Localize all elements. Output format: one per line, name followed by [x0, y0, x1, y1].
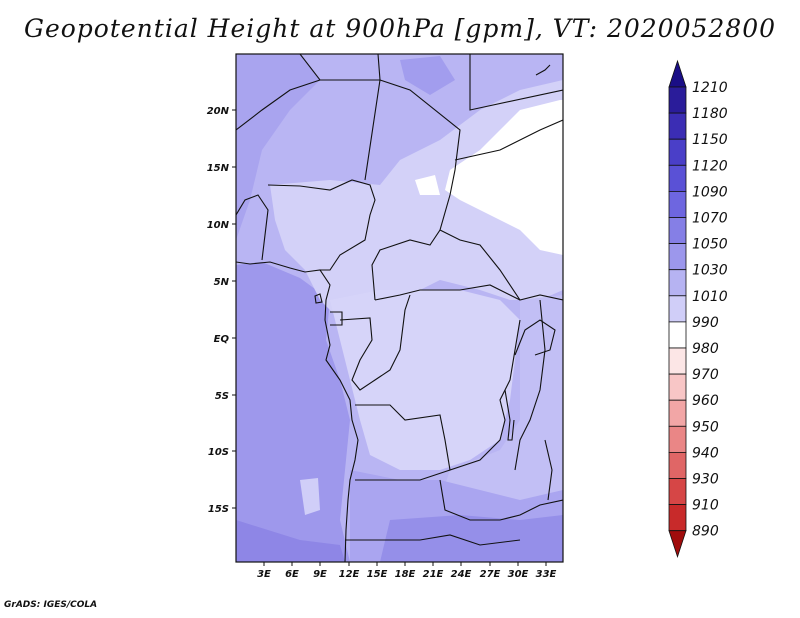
colorbar-label: 930: [692, 472, 719, 488]
lon-label: 24E: [451, 569, 472, 580]
colorbar-label: 1010: [692, 289, 728, 305]
colorbar-swatch: [668, 295, 687, 323]
colorbar-label: 910: [692, 498, 719, 514]
colorbar-label: 950: [692, 419, 719, 435]
border-nigeria: [267, 179, 376, 271]
colorbar-bottom-arrow: [668, 530, 687, 558]
border-west: [236, 194, 269, 261]
colorbar-swatch: [668, 164, 687, 192]
lon-label: 9E: [313, 569, 327, 580]
coastline: [236, 261, 359, 562]
colorbar-swatch: [668, 451, 687, 479]
colorbar-swatch: [668, 243, 687, 271]
field-southwest: [236, 520, 345, 562]
colorbar-swatch: [668, 478, 687, 506]
colorbar-label: 890: [692, 524, 719, 540]
lat-ticks: [232, 109, 236, 509]
border-car-drc: [374, 284, 521, 301]
island-bioko: [314, 293, 323, 304]
credit-text: GrADS: IGES/COLA: [4, 600, 98, 610]
colorbar-swatch: [668, 138, 687, 166]
lon-label: 12E: [339, 569, 360, 580]
colorbar-swatch: [668, 504, 687, 532]
map-borders: [236, 54, 563, 562]
lake-malawi: [544, 439, 553, 501]
lon-label: 21E: [423, 569, 444, 580]
colorbar-label: 1150: [692, 132, 728, 148]
colorbar-swatch: [668, 112, 687, 140]
colorbar-swatch: [668, 347, 687, 375]
field-south-deep: [380, 515, 563, 562]
lat-label: 15S: [208, 504, 229, 515]
border-tanzania: [514, 299, 546, 471]
border-car-sudan: [439, 229, 563, 301]
lon-label: 3E: [257, 569, 271, 580]
field-white-spot: [415, 175, 440, 195]
colorbar-swatch: [668, 217, 687, 245]
lon-label: 30E: [508, 569, 529, 580]
colorbar-label: 960: [692, 393, 719, 409]
colorbar-label: 980: [692, 341, 719, 357]
colorbar-label: 1120: [692, 158, 728, 174]
lat-label: 15N: [207, 163, 230, 174]
lat-label: 10S: [208, 447, 229, 458]
colorbar-swatch: [668, 321, 687, 349]
colorbar-label: 990: [692, 315, 719, 331]
lat-label: 20N: [207, 106, 230, 117]
lon-ticks: [263, 562, 547, 566]
lon-label: 6E: [285, 569, 299, 580]
field-ocean-patch: [300, 478, 320, 515]
height-field: [236, 54, 563, 562]
lon-label: 15E: [367, 569, 388, 580]
lake-victoria: [514, 319, 556, 356]
colorbar-label: 1030: [692, 263, 728, 279]
border-mali: [236, 79, 321, 131]
field-atlantic: [236, 262, 350, 562]
map-frame: [235, 53, 564, 563]
lon-labels: 3E 6E 9E 12E 15E 18E 21E 24E 27E 30E 33E: [257, 569, 556, 580]
lake-tanganyika: [504, 389, 515, 441]
colorbar-label: 970: [692, 367, 719, 383]
colorbar-label: 1180: [692, 106, 728, 122]
field-white-high: [445, 100, 563, 255]
border-namibia: [345, 534, 521, 546]
colorbar-swatch: [668, 399, 687, 427]
lon-label: 27E: [480, 569, 501, 580]
border-zambia: [439, 479, 563, 521]
colorbar-top-arrow: [668, 59, 687, 88]
field-sahel: [270, 80, 563, 320]
border-eqguinea: [330, 311, 343, 326]
border-libya-egypt: [469, 54, 563, 111]
lat-label: 5S: [215, 391, 229, 402]
colorbar-swatch: [668, 86, 687, 114]
colorbar-label: 1210: [692, 80, 728, 96]
border-sudan: [454, 119, 563, 161]
border-drc-east: [355, 319, 521, 471]
colorbar-label: 1050: [692, 237, 728, 253]
lon-label: 33E: [536, 569, 557, 580]
border-congo: [339, 294, 411, 391]
colorbar-label: 1070: [692, 211, 728, 227]
lat-labels: 20N 15N 10N 5N EQ 5S 10S 15S: [207, 106, 230, 515]
field-congo-basin: [330, 290, 520, 470]
lon-label: 18E: [395, 569, 416, 580]
colorbar-swatch: [668, 425, 687, 453]
colorbar-swatch: [668, 190, 687, 218]
field-northwest: [236, 54, 320, 240]
colorbar-swatch: [668, 269, 687, 297]
colorbar-swatch: [668, 373, 687, 401]
colorbar: 1210 1180 1150 1120 1090 1070 1050 1030 1010 990 9…: [668, 59, 728, 558]
colorbar-label: 940: [692, 445, 719, 461]
chart-title: Geopotential Height at 900hPa [gpm], VT:…: [23, 14, 777, 43]
lat-label: 5N: [214, 277, 230, 288]
colorbar-label: 1090: [692, 184, 728, 200]
border-angola-south: [355, 469, 451, 481]
lat-label: EQ: [214, 334, 230, 345]
lat-label: 10N: [207, 220, 230, 231]
field-north-patch: [400, 56, 455, 95]
coast-redsea: [535, 64, 551, 76]
